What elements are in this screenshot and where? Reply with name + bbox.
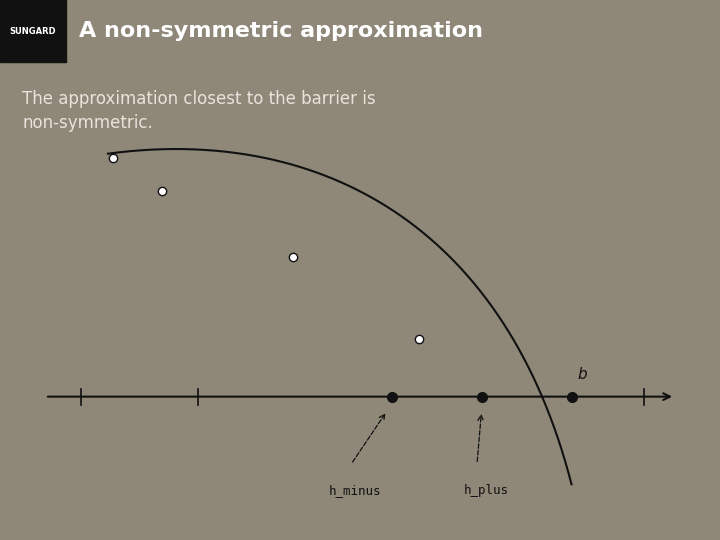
Text: SUNGARD: SUNGARD [10, 26, 56, 36]
Text: b: b [577, 367, 588, 382]
Text: h_minus: h_minus [328, 484, 381, 497]
Text: A non-symmetric approximation: A non-symmetric approximation [79, 21, 483, 41]
Text: h_plus: h_plus [464, 484, 508, 497]
Bar [0, 0, 66, 62]
Text: The approximation closest to the barrier is
non-symmetric.: The approximation closest to the barrier… [22, 90, 376, 132]
